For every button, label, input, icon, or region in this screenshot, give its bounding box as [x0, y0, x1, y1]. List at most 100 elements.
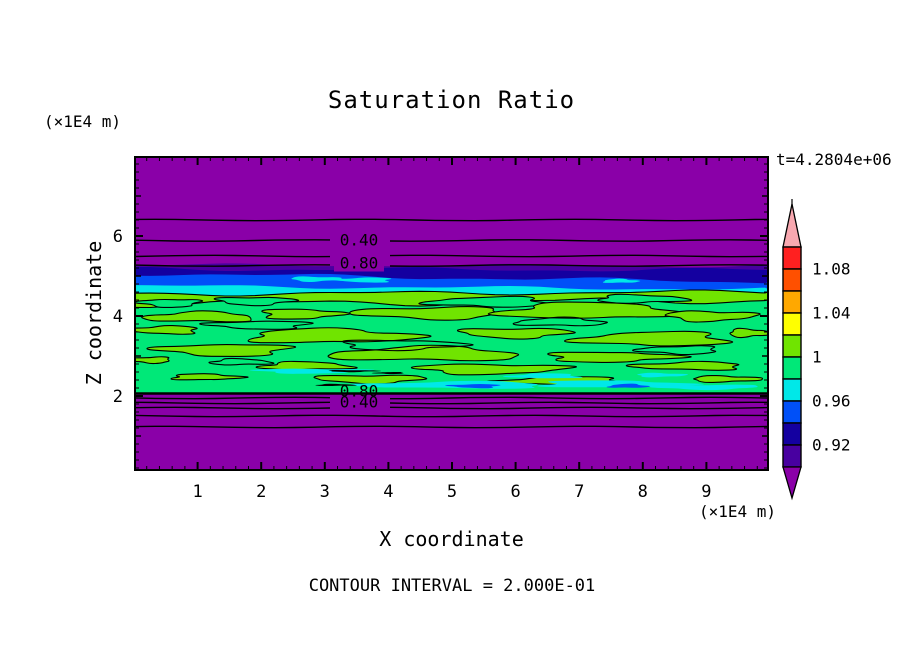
colorbar-cell: [782, 246, 802, 270]
contour-line-top: [135, 239, 331, 242]
contour-value-label: 0.80: [340, 382, 379, 401]
contour-line-bottom: [135, 396, 331, 400]
contour-blob-spring: [135, 298, 204, 309]
contour-loop: [208, 357, 275, 366]
colorbar-label: 0.92: [812, 436, 851, 455]
contour-line-top: [389, 254, 768, 258]
contour-blob-chartreuse: [135, 356, 170, 365]
contour-value-label: 0.40: [340, 393, 379, 412]
x-tick-label: 9: [701, 482, 711, 502]
field-purple-bottom: [135, 393, 768, 470]
contour-line-top: [389, 239, 768, 242]
contour-line-bottom: [389, 401, 768, 405]
time-annotation: t=4.2804e+06: [776, 150, 892, 169]
contour-blob-chartreuse: [693, 374, 764, 383]
contour-value-label: 0.40: [340, 231, 379, 250]
x-tick-label: 8: [638, 482, 648, 502]
colorbar-label: 1: [812, 348, 822, 367]
contour-loop: [512, 316, 608, 327]
x-axis-units-label: (×1E4 m): [698, 502, 776, 521]
colorbar-cell: [782, 268, 802, 292]
contour-line-bottom: [389, 406, 768, 410]
streak-blue: [445, 384, 501, 389]
streak-black: [328, 370, 382, 373]
contour-blob-chartreuse: [261, 308, 351, 320]
contour-blob-spring: [418, 295, 550, 308]
colorbar-cell: [782, 400, 802, 424]
contour-line-top: [135, 254, 331, 258]
contour-blob-spring: [597, 293, 693, 304]
x-axis-title: X coordinate: [379, 527, 524, 551]
y-tick-label: 2: [113, 387, 123, 407]
contour-blob-chartreuse: [146, 344, 297, 357]
x-tick-label: 3: [320, 482, 330, 502]
x-tick-label: 7: [574, 482, 584, 502]
x-tick-label: 1: [192, 482, 202, 502]
contour-line-bottom: [135, 425, 768, 429]
colorbar-cell: [782, 356, 802, 380]
colorbar-cell: [782, 378, 802, 402]
colorbar-cell: [782, 422, 802, 446]
contour-loop: [632, 345, 717, 356]
contour-line-top: [135, 264, 331, 267]
page-title: Saturation Ratio: [327, 86, 576, 114]
contour-loop: [199, 320, 314, 330]
colorbar-cell: [782, 290, 802, 314]
contour-blob-chartreuse: [729, 327, 768, 339]
x-tick-label: 5: [447, 482, 457, 502]
colorbar-cell: [782, 444, 802, 468]
plot-border: [134, 156, 769, 471]
contour-blob-chartreuse: [487, 301, 696, 319]
contour-blob-chartreuse: [456, 327, 576, 340]
contour-blob-chartreuse: [547, 351, 692, 363]
contour-blob-chartreuse: [247, 327, 432, 344]
streak-cyan: [330, 277, 392, 283]
contour-blob-chartreuse: [564, 330, 734, 347]
contour-line-bottom: [135, 401, 331, 405]
contour-blob-chartreuse: [664, 310, 761, 323]
y-tick-label: 6: [113, 227, 123, 247]
contour-value-label: 0.80: [340, 254, 379, 273]
streak-cyan: [602, 278, 641, 283]
colorbar-label: 1.04: [812, 304, 851, 323]
contour-blob-chartreuse: [170, 373, 249, 381]
colorbar-cell: [782, 312, 802, 336]
contour-blob-chartreuse: [255, 360, 358, 371]
contour-interval-note: CONTOUR INTERVAL = 2.000E-01: [308, 576, 596, 596]
contour-blob-chartreuse: [313, 374, 428, 385]
x-tick-label: 4: [383, 482, 393, 502]
streak-cyan: [291, 276, 342, 282]
colorbar-cell: [782, 334, 802, 358]
colorbar-under-arrow: [782, 466, 802, 501]
plot-area: 0.400.800.800.40: [135, 157, 768, 470]
contour-line-bottom: [135, 406, 331, 410]
contour-line-top: [389, 264, 768, 267]
streak-black: [315, 383, 357, 387]
contour-line-bottom: [390, 396, 768, 400]
y-tick-label: 4: [113, 307, 123, 327]
x-tick-label: 6: [510, 482, 520, 502]
contour-blob-chartreuse: [349, 305, 498, 321]
colorbar-label: 1.08: [812, 260, 851, 279]
streak-cyan: [502, 373, 583, 379]
colorbar-label: 0.96: [812, 392, 851, 411]
contour-blob-spring: [213, 296, 300, 307]
band-chartreuse-edge: [135, 289, 768, 297]
contour-blob-chartreuse: [410, 363, 577, 376]
y-axis-title: Z coordinate: [82, 240, 106, 386]
contour-blob-chartreuse: [135, 325, 198, 335]
contour-line-bottom: [135, 414, 768, 418]
streak-black: [371, 371, 404, 375]
streak-blue: [606, 383, 651, 388]
streak-cyan: [249, 368, 375, 374]
contour-label-bg: [334, 231, 384, 249]
streak-cyan: [648, 384, 758, 391]
colorbar-over-arrow: [782, 203, 802, 248]
contour-blob-chartreuse: [625, 360, 740, 371]
x-tick-label: 2: [256, 482, 266, 502]
contour-label-bg: [334, 254, 384, 272]
contour-line-top: [135, 218, 768, 222]
contour-loop: [342, 339, 474, 352]
